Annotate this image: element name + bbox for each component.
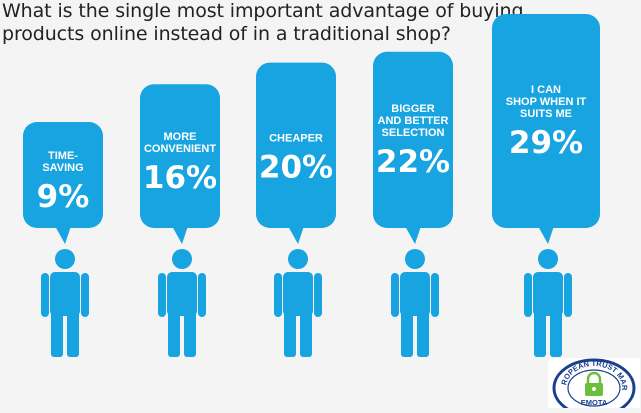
category-label: SHOP WHEN IT (506, 96, 587, 108)
category-label: SAVING (42, 162, 83, 174)
person-leg (534, 309, 546, 357)
person-torso (50, 272, 80, 316)
person-arm (564, 273, 572, 317)
person-arm (81, 273, 89, 317)
person-leg (184, 309, 196, 357)
person-leg (550, 309, 562, 357)
speech-bubble-tail (405, 226, 421, 244)
person-figure (41, 249, 89, 357)
value-label: 29% (509, 125, 583, 161)
person-figure (524, 249, 572, 357)
person-arm (431, 273, 439, 317)
person-leg (284, 309, 296, 357)
person-leg (51, 309, 63, 357)
speech-bubble-tail (538, 226, 554, 244)
chart-title: What is the single most important advant… (2, 0, 524, 45)
logo-bottom-text: EMOTA (581, 398, 608, 407)
category-label: AND BETTER (378, 115, 449, 127)
person-leg (417, 309, 429, 357)
category-label: SUITS ME (520, 108, 572, 120)
speech-bubble (373, 51, 453, 228)
person-leg (300, 309, 312, 357)
person-arm (314, 273, 322, 317)
speech-bubble (23, 122, 103, 228)
speech-bubble-tail (288, 226, 304, 244)
category-label: MORE (164, 131, 197, 143)
category-label: BIGGER (391, 103, 434, 115)
person-figure (274, 249, 322, 357)
value-label: 9% (37, 179, 90, 215)
speech-bubble (256, 62, 336, 228)
person-leg (67, 309, 79, 357)
person-torso (400, 272, 430, 316)
european-trust-mark-logo: EUROPEAN TRUST MARK EMOTA (545, 351, 640, 413)
person-arm (198, 273, 206, 317)
person-head (405, 249, 425, 269)
people-group (41, 249, 572, 357)
category-label: SELECTION (382, 127, 445, 139)
category-label: CONVENIENT (144, 143, 216, 155)
value-label: 20% (259, 149, 333, 185)
person-torso (167, 272, 197, 316)
value-label: 22% (376, 144, 450, 180)
speech-bubble-tail (55, 226, 71, 244)
speech-bubble (492, 14, 600, 228)
person-arm (41, 273, 49, 317)
speech-bubble-tail (172, 226, 188, 244)
speech-bubble (140, 84, 220, 228)
person-figure (158, 249, 206, 357)
person-torso (283, 272, 313, 316)
person-arm (391, 273, 399, 317)
person-leg (168, 309, 180, 357)
person-head (538, 249, 558, 269)
category-label: I CAN (531, 84, 561, 96)
person-arm (524, 273, 532, 317)
person-figure (391, 249, 439, 357)
category-label: CHEAPER (269, 132, 323, 144)
person-leg (401, 309, 413, 357)
person-head (55, 249, 75, 269)
padlock-icon (585, 371, 603, 396)
value-label: 16% (143, 160, 217, 196)
person-arm (158, 273, 166, 317)
category-label: TIME- (48, 150, 78, 162)
person-arm (274, 273, 282, 317)
person-head (172, 249, 192, 269)
person-torso (533, 272, 563, 316)
person-head (288, 249, 308, 269)
